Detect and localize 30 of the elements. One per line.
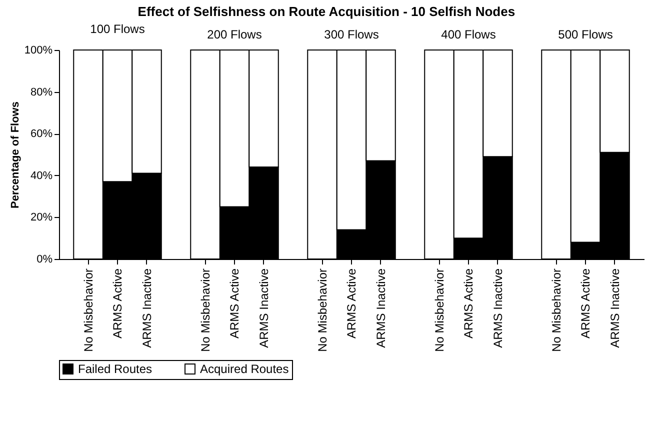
y-tick-label: 40% bbox=[30, 170, 53, 182]
x-tick-label: No Misbehavior bbox=[198, 268, 212, 352]
text: Effect of Selfishness on Route Acquisition - 10 Selfish Nodes bbox=[138, 4, 516, 19]
x-tick-label: No Misbehavior bbox=[315, 268, 330, 352]
y-axis-title: Percentage of Flows bbox=[9, 102, 22, 208]
x-tick-label: ARMS Inactive bbox=[140, 268, 154, 348]
y-tick-label: 100% bbox=[24, 44, 53, 56]
y-tick-label: 80% bbox=[30, 86, 53, 98]
legend-label: Acquired Routes bbox=[200, 362, 289, 376]
x-tick-label: ARMS Active bbox=[578, 268, 592, 339]
chart-subtitle: 400 Flows bbox=[441, 28, 496, 42]
x-tick-label: No Misbehavior bbox=[81, 268, 96, 352]
x-tick-label: No Misbehavior bbox=[549, 268, 564, 352]
x-tick-label: No Misbehavior bbox=[432, 268, 446, 352]
chart-subtitle: 200 Flows bbox=[207, 28, 262, 42]
x-tick-label: ARMS Active bbox=[228, 268, 242, 339]
x-tick-label: ARMS Active bbox=[462, 268, 476, 339]
chart-subtitle: 100 Flows bbox=[90, 22, 145, 36]
x-tick-label: ARMS Inactive bbox=[608, 268, 622, 348]
x-tick-label: ARMS Inactive bbox=[374, 268, 388, 348]
y-tick-label: 0% bbox=[36, 254, 53, 266]
y-tick-label: 60% bbox=[30, 128, 53, 140]
chart-subtitle: 500 Flows bbox=[558, 28, 613, 42]
legend-label: Failed Routes bbox=[78, 362, 152, 376]
x-tick-label: ARMS Inactive bbox=[256, 268, 271, 348]
x-tick-label: ARMS Active bbox=[110, 268, 124, 339]
x-tick-label: ARMS Active bbox=[344, 268, 358, 339]
y-tick-label: 20% bbox=[30, 212, 53, 224]
chart-subtitle: 300 Flows bbox=[324, 28, 379, 42]
x-tick-label: ARMS Inactive bbox=[490, 268, 505, 348]
